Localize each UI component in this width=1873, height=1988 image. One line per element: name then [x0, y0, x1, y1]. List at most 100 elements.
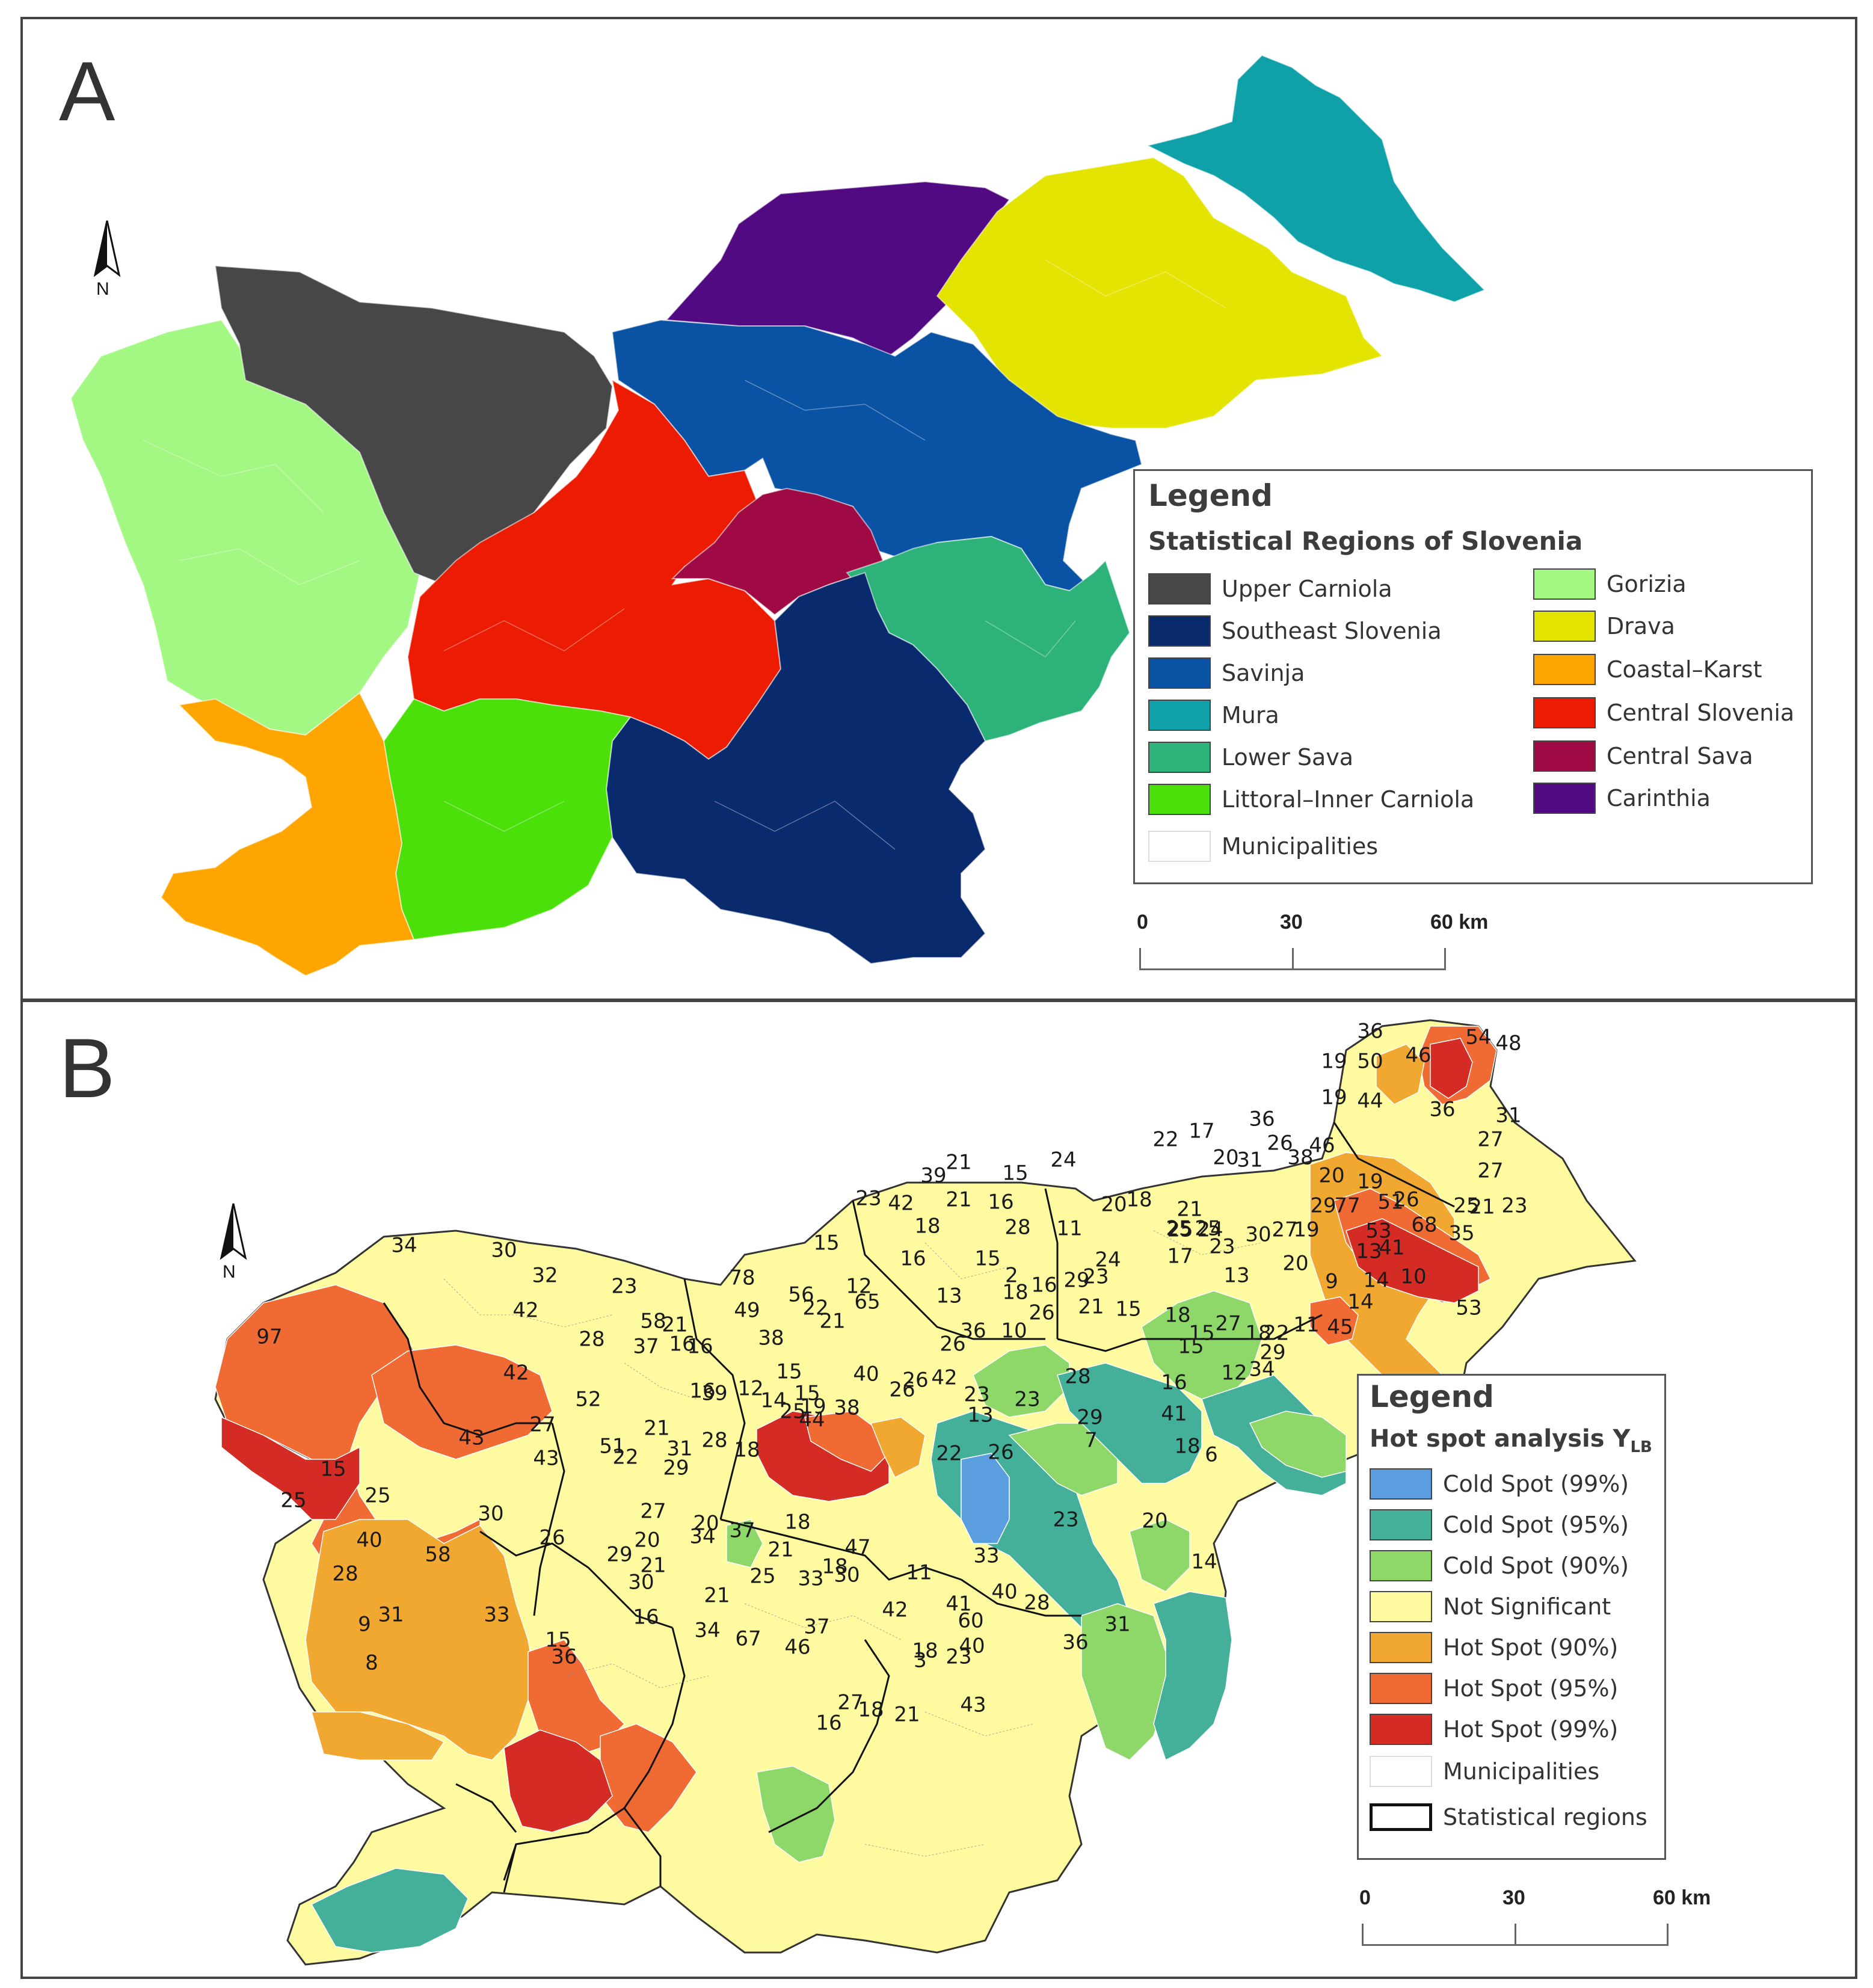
municipality-value: 68	[1411, 1213, 1437, 1237]
municipality-value: 18	[912, 1639, 938, 1663]
municipality-value: 28	[701, 1429, 727, 1453]
north-arrow-icon: N	[209, 1201, 257, 1285]
municipality-value: 11	[906, 1561, 932, 1585]
legend-swatch	[1370, 1632, 1432, 1663]
municipality-value: 31	[378, 1603, 404, 1627]
scale-tick	[1362, 1924, 1364, 1946]
legend-subtitle-sub: LB	[1630, 1438, 1652, 1456]
municipality-value: 42	[931, 1366, 957, 1390]
municipality-value: 29	[1063, 1269, 1089, 1293]
municipality-value: 37	[804, 1615, 829, 1639]
municipality-value: 20	[1213, 1146, 1238, 1170]
municipality-value: 21	[819, 1309, 845, 1334]
legend-item-hot-99: Hot Spot (99%)	[1370, 1713, 1618, 1746]
hotspot-95-south-b	[600, 1723, 697, 1833]
municipality-value: 32	[532, 1264, 558, 1288]
municipality-value: 23	[855, 1187, 881, 1211]
municipality-value: 10	[1001, 1319, 1027, 1343]
municipality-value: 24	[1095, 1248, 1121, 1272]
legend-item-lower-sava: Lower Sava	[1148, 740, 1353, 774]
municipality-value: 21	[704, 1584, 730, 1608]
municipality-value: 16	[633, 1605, 659, 1629]
municipality-value: 33	[798, 1567, 823, 1591]
municipality-value: 10	[1400, 1265, 1426, 1289]
legend-label: Municipalities	[1222, 833, 1379, 860]
municipality-value: 37	[729, 1519, 755, 1543]
municipality-value: 19	[1357, 1170, 1383, 1194]
legend-label: Cold Spot (99%)	[1443, 1471, 1629, 1497]
legend-swatch	[1148, 700, 1211, 731]
municipality-value: 28	[1065, 1365, 1090, 1389]
municipality-value: 18	[1174, 1435, 1200, 1459]
municipality-value: 8	[365, 1651, 378, 1675]
coldspot-90-south	[756, 1765, 835, 1863]
municipality-value: 26	[1029, 1301, 1054, 1325]
municipality-value: 12	[1221, 1361, 1247, 1385]
municipality-value: 42	[503, 1361, 529, 1385]
municipality-value: 16	[687, 1335, 713, 1359]
legend-label: Central Slovenia	[1607, 700, 1795, 726]
municipality-value: 15	[1189, 1322, 1214, 1346]
municipality-value: 20	[1101, 1193, 1127, 1217]
municipality-value: 16	[900, 1247, 926, 1271]
municipality-value: 18	[1164, 1303, 1190, 1328]
municipality-value: 16	[816, 1711, 841, 1735]
scale-tick	[1515, 1924, 1516, 1946]
municipality-value: 18	[1002, 1281, 1028, 1305]
municipality-value: 42	[512, 1299, 538, 1323]
municipality-value: 18	[1245, 1322, 1271, 1346]
municipality-value: 31	[1104, 1613, 1130, 1637]
legend-label: Littoral–Inner Carniola	[1222, 786, 1475, 813]
municipality-value: 46	[1309, 1134, 1335, 1158]
legend-swatch	[1148, 615, 1211, 647]
legend-swatch	[1533, 740, 1596, 772]
municipality-value: 27	[640, 1500, 666, 1524]
hotspot-99-mura	[1430, 1038, 1473, 1099]
legend-label: Carinthia	[1607, 785, 1711, 811]
municipality-value: 39	[701, 1382, 727, 1406]
municipality-value: 38	[758, 1326, 784, 1350]
municipality-value: 31	[1237, 1148, 1263, 1172]
municipality-value: 3	[914, 1649, 927, 1673]
scale-label-30: 30	[1502, 1886, 1525, 1909]
legend-label: Hot Spot (90%)	[1443, 1634, 1619, 1661]
scale-tick	[1139, 948, 1141, 970]
municipality-value: 38	[834, 1396, 860, 1420]
coldspot-95-coast	[310, 1868, 469, 1953]
municipality-value: 19	[800, 1395, 826, 1419]
legend-swatch	[1370, 1591, 1432, 1622]
municipality-value: 24	[1050, 1148, 1076, 1172]
legend-item-central-sava: Central Sava	[1533, 739, 1753, 773]
legend-item-littoral-inner-carniola: Littoral–Inner Carniola	[1148, 783, 1474, 816]
municipality-value: 18	[734, 1438, 760, 1462]
municipality-value: 42	[888, 1192, 914, 1216]
panel-b-scalebar: 0 30 60 km	[1359, 1886, 1711, 1946]
legend-item-central-slovenia: Central Slovenia	[1533, 696, 1794, 730]
municipality-value: 26	[1267, 1131, 1293, 1156]
legend-swatch	[1370, 1468, 1432, 1500]
legend-swatch	[1370, 1756, 1432, 1787]
municipality-value: 13	[936, 1284, 962, 1308]
region-southeast-slovenia	[605, 571, 986, 965]
municipality-value: 11	[1293, 1313, 1319, 1337]
municipality-value: 23	[964, 1383, 989, 1407]
panel-a-legend: Legend Statistical Regions of Slovenia U…	[1133, 469, 1813, 884]
municipality-value: 26	[889, 1378, 915, 1402]
municipality-value: 16	[988, 1190, 1013, 1214]
coldspot-95-northeast	[1057, 1362, 1202, 1484]
legend-label: Coastal–Karst	[1607, 656, 1762, 683]
coldspot-90-center	[726, 1519, 763, 1568]
municipality-value: 43	[960, 1693, 986, 1717]
hotspot-90-central	[870, 1417, 926, 1479]
municipality-value: 29	[663, 1456, 689, 1480]
municipality-value: 15	[545, 1628, 571, 1652]
municipality-value: 25	[1453, 1194, 1479, 1218]
north-arrow-icon: N	[83, 218, 131, 302]
municipality-value: 29	[606, 1543, 632, 1567]
municipality-value: 15	[794, 1382, 820, 1406]
region-mura	[1146, 54, 1486, 303]
municipality-value: 19	[1321, 1086, 1347, 1110]
coldspot-90-northeast	[1141, 1290, 1263, 1400]
